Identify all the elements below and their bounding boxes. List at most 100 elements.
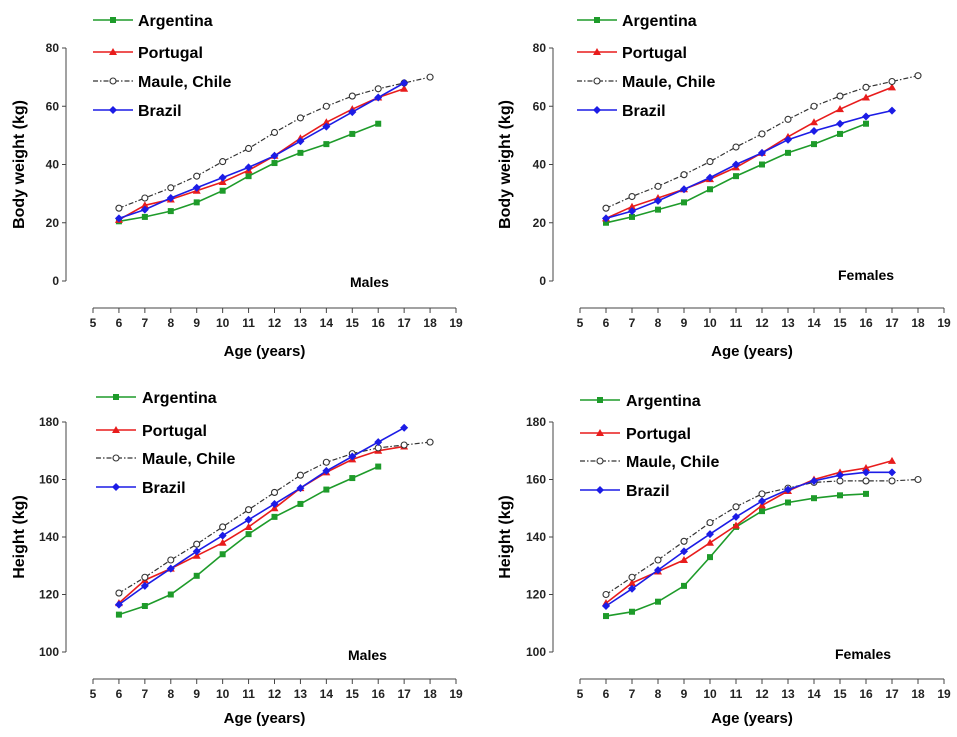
panel-annotation: Females <box>835 646 891 662</box>
data-point <box>628 207 636 216</box>
data-point <box>348 108 357 117</box>
data-point <box>862 93 870 101</box>
data-point <box>244 515 253 524</box>
chart-panel-1: 0 20 40 60 80 5 6 7 8 9 10 11 12 13 14 15 16 17 18 19 Age (y… <box>11 13 463 360</box>
data-point <box>706 158 714 166</box>
legend-marker <box>110 17 116 23</box>
y-tick-label: 100 <box>526 645 546 659</box>
data-point <box>296 484 305 493</box>
chart-panel-2: 0 20 40 60 80 5 6 7 8 9 10 11 12 13 14 15 16 17 18 19 Age (y… <box>497 13 951 360</box>
x-tick-label: 14 <box>320 316 334 330</box>
legend-marker <box>596 457 604 465</box>
x-tick-label: 11 <box>730 316 743 330</box>
legend-entry: Maule, Chile <box>96 451 235 468</box>
series-argentina <box>603 120 869 226</box>
data-point <box>140 581 149 590</box>
x-tick-label: 12 <box>755 316 769 330</box>
legend-entry: Argentina <box>580 393 701 410</box>
legend-label: Maule, Chile <box>138 74 231 91</box>
legend-entry: Brazil <box>580 483 670 500</box>
data-point <box>322 102 330 110</box>
legend-label: Argentina <box>626 393 701 410</box>
data-point <box>244 163 253 172</box>
data-point <box>193 572 200 579</box>
legend-entry: Portugal <box>96 423 207 440</box>
data-point <box>810 476 818 485</box>
data-point <box>296 471 304 479</box>
data-point <box>837 492 843 499</box>
legend-label: Brazil <box>622 103 666 120</box>
x-tick-label: 15 <box>346 316 360 330</box>
legend-label: Portugal <box>142 423 207 440</box>
legend-marker <box>593 48 601 55</box>
data-point <box>680 537 688 545</box>
data-point <box>628 202 636 210</box>
data-point <box>115 589 123 597</box>
data-point <box>811 495 817 502</box>
x-tick-label: 6 <box>603 687 610 701</box>
y-tick-label: 0 <box>52 274 59 288</box>
data-point <box>426 438 434 446</box>
legend-marker <box>596 486 604 494</box>
data-point <box>114 214 123 223</box>
y-tick-label: 140 <box>526 530 546 544</box>
data-point <box>602 214 610 223</box>
x-tick-label: 10 <box>216 687 230 701</box>
data-point <box>888 83 896 91</box>
data-point <box>733 173 739 180</box>
legend-marker <box>109 106 117 114</box>
x-tick-label: 13 <box>781 316 795 330</box>
legend-entry: Argentina <box>96 390 217 407</box>
y-tick-label: 20 <box>533 216 547 230</box>
data-point <box>400 84 409 92</box>
x-axis-label: Age (years) <box>711 710 793 727</box>
data-point <box>655 598 661 605</box>
data-point <box>655 206 661 213</box>
x-tick-label: 6 <box>116 687 123 701</box>
data-point <box>270 128 279 137</box>
data-point <box>348 452 357 461</box>
data-point <box>680 547 688 556</box>
legend-entry: Brazil <box>93 103 182 120</box>
data-point <box>707 554 713 561</box>
x-axis-label: Age (years) <box>224 343 306 360</box>
x-tick-label: 19 <box>937 687 951 701</box>
x-tick-label: 17 <box>885 316 899 330</box>
data-point <box>271 160 278 167</box>
data-point <box>629 213 635 220</box>
x-tick-label: 10 <box>703 316 717 330</box>
data-point <box>602 590 610 599</box>
y-axis-label: Height (kg) <box>497 495 514 579</box>
x-tick-label: 17 <box>397 316 411 330</box>
x-tick-label: 6 <box>603 316 610 330</box>
data-point <box>888 456 896 464</box>
legend-label: Argentina <box>142 390 217 407</box>
data-point <box>706 530 714 539</box>
data-point <box>348 92 356 100</box>
data-point <box>270 499 279 508</box>
data-point <box>732 521 740 529</box>
data-point <box>219 523 227 531</box>
x-tick-label: 6 <box>116 316 123 330</box>
legend-entry: Brazil <box>577 103 666 120</box>
data-point <box>681 582 687 589</box>
series-portugal <box>602 456 896 607</box>
data-point <box>192 183 201 192</box>
x-tick-label: 17 <box>885 687 899 701</box>
x-tick-label: 10 <box>703 687 717 701</box>
data-point <box>141 603 148 609</box>
y-tick-label: 40 <box>46 158 60 172</box>
data-point <box>836 471 844 480</box>
legend-marker <box>593 77 601 85</box>
data-point <box>297 149 304 156</box>
y-tick-label: 80 <box>46 41 60 55</box>
data-point <box>785 149 791 156</box>
data-point <box>322 118 331 126</box>
y-tick-label: 60 <box>46 99 60 113</box>
data-point <box>115 611 122 618</box>
x-tick-label: 12 <box>755 687 769 701</box>
legend-marker <box>593 106 601 114</box>
x-tick-label: 18 <box>911 316 925 330</box>
data-point <box>375 120 382 127</box>
